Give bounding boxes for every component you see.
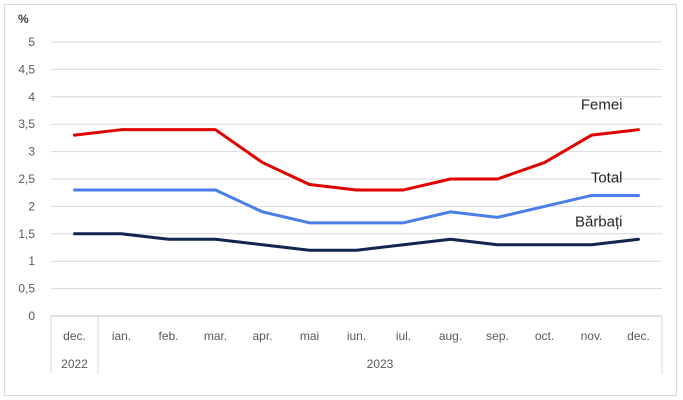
x-tick-label: dec. xyxy=(627,329,650,343)
x-tick-label: ian. xyxy=(112,329,131,343)
x-tick-label: aug. xyxy=(439,329,462,343)
y-tick-label: 2,5 xyxy=(18,172,35,186)
y-tick-label: 3 xyxy=(28,145,35,159)
x-tick-label: sep. xyxy=(486,329,509,343)
y-tick-label: 0 xyxy=(28,309,35,323)
y-tick-label: 1 xyxy=(28,254,35,268)
x-tick-label: mai xyxy=(300,329,319,343)
series-line xyxy=(73,128,640,192)
series-line xyxy=(73,232,640,252)
series-label: Bărbați xyxy=(575,213,623,230)
y-tick-label: 4,5 xyxy=(18,62,35,76)
x-tick-label: oct. xyxy=(535,329,554,343)
x-tick-label: feb. xyxy=(158,329,178,343)
y-axis-unit-label: % xyxy=(18,12,29,26)
y-tick-label: 0,5 xyxy=(18,282,35,296)
y-tick-label: 1,5 xyxy=(18,227,35,241)
year-label: 2022 xyxy=(61,357,88,371)
series-label: Femei xyxy=(581,97,623,114)
x-tick-label: iun. xyxy=(347,329,366,343)
y-tick-label: 2 xyxy=(28,199,35,213)
x-tick-label: iul. xyxy=(396,329,411,343)
y-tick-label: 3,5 xyxy=(18,117,35,131)
year-label: 2023 xyxy=(367,357,394,371)
x-tick-label: dec. xyxy=(63,329,86,343)
y-tick-label: 4 xyxy=(28,90,35,104)
series-label: Total xyxy=(591,169,623,186)
x-tick-label: mar. xyxy=(204,329,227,343)
x-tick-label: apr. xyxy=(252,329,272,343)
y-tick-label: 5 xyxy=(28,35,35,49)
x-tick-label: nov. xyxy=(581,329,603,343)
